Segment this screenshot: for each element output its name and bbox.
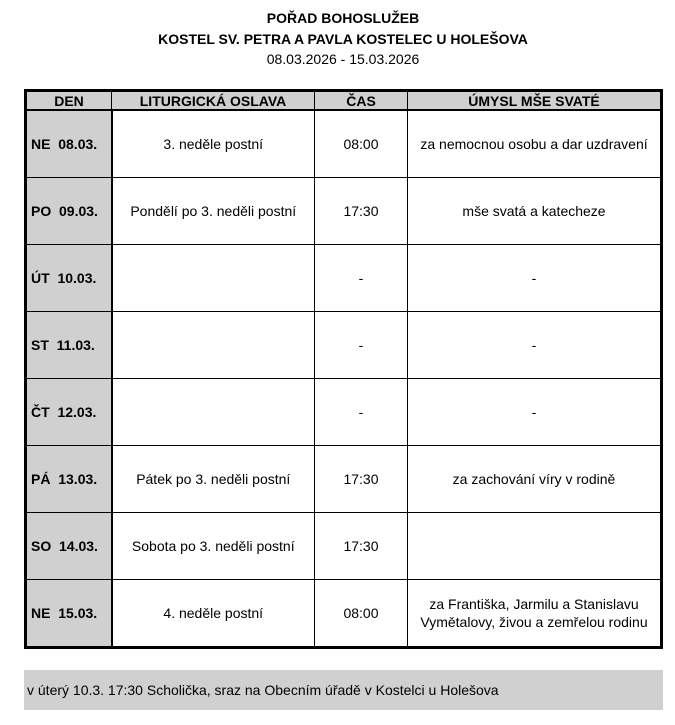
table-row: ST 11.03. - -	[25, 311, 662, 379]
day-cell: NE 15.03.	[25, 579, 113, 648]
intention-cell: mše svatá a katecheze	[407, 177, 662, 245]
intention-cell: za nemocnou osobu a dar uzdravení	[407, 109, 662, 178]
intention-cell: za zachování víry v rodině	[407, 445, 662, 513]
celebration-cell: 3. neděle postní	[111, 109, 315, 178]
table-row: PÁ 13.03. Pátek po 3. neděli postní 17:30 z…	[25, 445, 662, 513]
column-header-time: ČAS	[314, 90, 408, 111]
announcement-note: v úterý 10.3. 17:30 Scholička, sraz na O…	[24, 670, 663, 710]
celebration-cell: Pátek po 3. neděli postní	[111, 445, 315, 513]
intention-cell	[407, 512, 662, 580]
column-header-day: DEN	[25, 90, 112, 111]
celebration-cell	[111, 378, 315, 446]
celebration-cell: 4. neděle postní	[111, 579, 315, 648]
intention-cell: -	[407, 378, 662, 446]
time-cell: 08:00	[314, 579, 408, 648]
intention-cell: -	[407, 244, 662, 312]
day-cell: ÚT 10.03.	[25, 244, 113, 312]
intention-cell: za Františka, Jarmilu a Stanislavu Vymět…	[407, 579, 662, 648]
time-cell: 17:30	[314, 512, 408, 580]
celebration-cell	[111, 244, 315, 312]
table-row: NE 08.03. 3. neděle postní 08:00 za nemocno…	[25, 109, 662, 178]
church-name: KOSTEL SV. PETRA A PAVLA KOSTELEC U HOLE…	[158, 31, 528, 47]
celebration-cell: Pondělí po 3. neděli postní	[111, 177, 315, 245]
celebration-cell	[111, 311, 315, 379]
table-row: NE 15.03. 4. neděle postní 08:00 za Františ…	[25, 579, 662, 648]
table-row: PO 09.03. Pondělí po 3. neděli postní 17:3…	[25, 177, 662, 245]
schedule-table: DEN LITURGICKÁ OSLAVA ČAS ÚMYSL MŠE SVAT…	[24, 89, 663, 649]
time-cell: 17:30	[314, 177, 408, 245]
table-row: SO 14.03. Sobota po 3. neděli postní 17:30	[25, 512, 662, 580]
table-row: ÚT 10.03. - -	[25, 244, 662, 312]
document-title: POŘAD BOHOSLUŽEB	[266, 10, 420, 26]
day-cell: PÁ 13.03.	[25, 445, 113, 513]
celebration-cell: Sobota po 3. neděli postní	[111, 512, 315, 580]
date-range: 08.03.2026 - 15.03.2026	[266, 51, 420, 67]
column-header-intention: ÚMYSL MŠE SVATÉ	[407, 90, 662, 111]
day-cell: PO 09.03.	[25, 177, 113, 245]
day-cell: ST 11.03.	[25, 311, 113, 379]
intention-cell: -	[407, 311, 662, 379]
time-cell: 08:00	[314, 109, 408, 178]
day-cell: SO 14.03.	[25, 512, 113, 580]
table-header-row: DEN LITURGICKÁ OSLAVA ČAS ÚMYSL MŠE SVAT…	[25, 90, 662, 111]
day-cell: ČT 12.03.	[25, 378, 113, 446]
time-cell: 17:30	[314, 445, 408, 513]
table-row: ČT 12.03. - -	[25, 378, 662, 446]
time-cell: -	[314, 378, 408, 446]
column-header-celebration: LITURGICKÁ OSLAVA	[111, 90, 315, 111]
time-cell: -	[314, 311, 408, 379]
day-cell: NE 08.03.	[25, 109, 113, 178]
time-cell: -	[314, 244, 408, 312]
